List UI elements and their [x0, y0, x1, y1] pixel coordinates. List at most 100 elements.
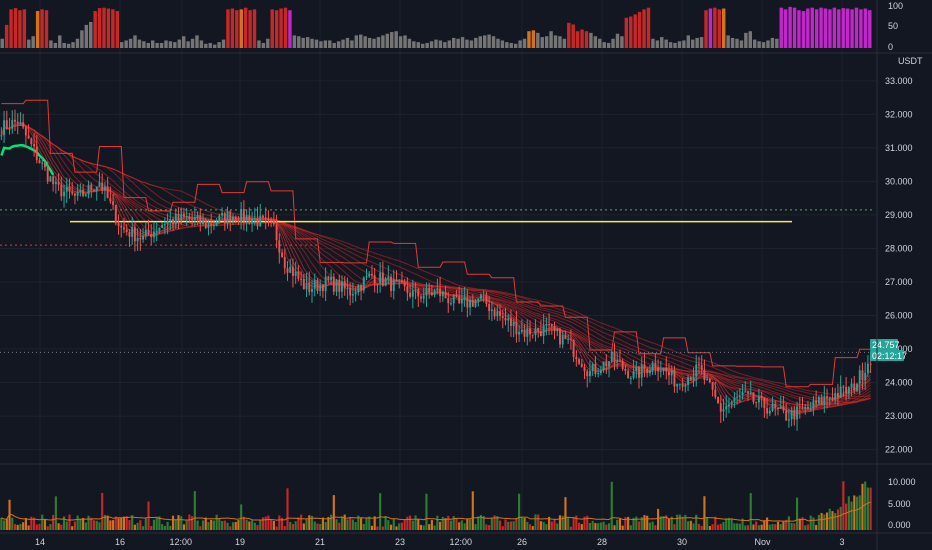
candle-body: [591, 364, 594, 371]
indicator-bar: [305, 37, 310, 48]
candle-body: [504, 317, 507, 321]
candle-body: [289, 266, 292, 273]
indicator-bar: [558, 36, 562, 48]
candle-body: [828, 397, 831, 399]
volume-bar: [572, 517, 575, 530]
candle-body: [103, 186, 106, 191]
volume-bar: [806, 524, 810, 530]
volume-bar: [676, 514, 679, 530]
indicator-bar: [447, 40, 451, 48]
volume-bar: [498, 520, 502, 530]
candle-body: [5, 120, 8, 129]
volume-bar: [812, 517, 815, 530]
volume-bar: [575, 515, 578, 530]
candle-body: [785, 410, 788, 421]
candle-body: [523, 329, 526, 337]
candle-body: [8, 128, 11, 130]
candle-body: [313, 280, 316, 289]
candle-body: [659, 370, 662, 372]
volume-bar: [659, 516, 662, 530]
candle-body: [534, 328, 537, 335]
candle-body: [648, 370, 651, 374]
volume-bar: [221, 521, 224, 530]
volume-bar: [834, 513, 837, 530]
indicator-bar: [190, 38, 195, 48]
volume-bar: [681, 516, 684, 530]
volume-bar: [687, 521, 690, 530]
volume-bar: [627, 516, 630, 530]
candle-body: [766, 408, 769, 414]
volume-bar: [128, 520, 131, 530]
candle-body: [542, 325, 545, 337]
indicator-bar: [345, 37, 350, 48]
time-tick-label: 14: [35, 537, 45, 547]
candle-body: [665, 367, 668, 372]
indicator-bar: [208, 42, 212, 48]
volume-bar: [428, 524, 431, 530]
candle-body: [242, 209, 245, 222]
indicator-bar: [744, 32, 748, 48]
indicator-bar: [93, 11, 97, 48]
volume-bar: [389, 524, 393, 530]
price-tick-label: 23.000: [885, 411, 913, 421]
volume-bar: [678, 514, 681, 530]
volume-bar: [231, 522, 235, 530]
price-tick-label: 28.000: [885, 243, 913, 253]
indicator-bar: [266, 38, 270, 48]
candle-body: [93, 190, 95, 192]
last-price-value: 24.757: [872, 340, 900, 350]
indicator-bar: [637, 11, 642, 48]
indicator-bar: [465, 39, 469, 48]
candle-body: [392, 279, 395, 292]
volume-bar: [531, 526, 534, 530]
volume-bar: [839, 506, 842, 530]
candle-body: [578, 359, 581, 364]
volume-bar: [580, 524, 583, 530]
volume-bar: [640, 517, 643, 530]
time-tick-label: 16: [115, 537, 125, 547]
candle-body: [114, 205, 117, 224]
candle-body: [545, 324, 548, 326]
indicator-bar: [810, 7, 814, 48]
volume-bar: [586, 515, 589, 530]
candle-body: [44, 162, 46, 168]
candle-body: [30, 138, 33, 145]
ma-line-green: [0, 143, 55, 176]
candle-body: [357, 284, 360, 293]
candle-body: [864, 372, 867, 381]
candle-body: [727, 404, 730, 407]
indicator-bar: [40, 9, 44, 48]
volume-bar: [708, 526, 711, 530]
candle-body: [202, 220, 204, 225]
indicator-panel[interactable]: [0, 6, 872, 49]
volume-bar: [112, 520, 115, 530]
candle-body: [180, 213, 183, 221]
candle-body: [221, 212, 224, 216]
volume-bar: [578, 522, 581, 530]
volume-bar: [654, 525, 657, 530]
candle-body: [594, 364, 597, 374]
volume-panel[interactable]: [0, 481, 872, 530]
indicator-bar: [336, 41, 341, 48]
price-candles[interactable]: [0, 109, 872, 431]
candle-body: [561, 335, 564, 345]
volume-bar: [469, 519, 472, 530]
indicator-bar: [863, 8, 868, 48]
candle-body: [771, 404, 774, 411]
candle-body: [509, 318, 512, 326]
currency-label: USDT: [898, 56, 923, 66]
indicator-bar: [274, 10, 279, 48]
indicator-bar: [314, 39, 319, 48]
volume-bar: [629, 525, 632, 530]
volume-bar: [444, 518, 447, 530]
candle-body: [212, 225, 215, 227]
volume-bar: [550, 521, 553, 530]
candle-body: [84, 194, 87, 196]
volume-bar: [101, 492, 104, 530]
indicator-bar: [713, 7, 717, 48]
indicator-bar: [243, 7, 248, 48]
volume-bar: [237, 520, 240, 530]
volume-bar: [152, 519, 156, 530]
indicator-bar: [27, 39, 31, 48]
